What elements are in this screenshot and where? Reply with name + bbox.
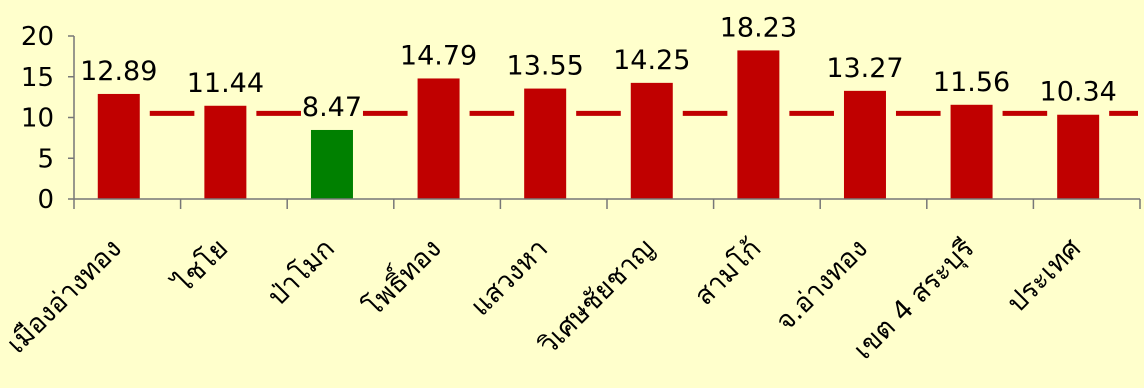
bar [630, 82, 673, 199]
bar [524, 88, 567, 199]
data-label: 14.79 [400, 40, 477, 71]
data-label: 13.55 [507, 51, 584, 82]
category-label: ไชโย [167, 233, 234, 300]
data-label: 14.25 [613, 45, 690, 76]
bar [1057, 114, 1100, 199]
bar [204, 105, 247, 199]
category-label: เมืองอ่างทอง [1, 233, 128, 360]
data-label: 18.23 [720, 12, 797, 43]
y-tick-label: 0 [37, 185, 54, 215]
category-label: แสวงหา [465, 233, 554, 322]
data-label: 10.34 [1040, 77, 1117, 108]
y-tick-label: 10 [21, 104, 54, 134]
bar-series [97, 50, 1100, 199]
bar [737, 50, 780, 199]
category-label: จ.อ่างทอง [770, 233, 874, 337]
bar [843, 90, 886, 199]
data-label: 11.44 [187, 68, 264, 99]
category-label: โพธิ์ทอง [354, 229, 447, 322]
category-labels: เมืองอ่างทอง ไชโย ป่าโมก โพธิ์ทอง แสวงหาวิเศ… [1, 229, 1087, 366]
data-label: 13.27 [826, 53, 903, 84]
axes: 0 5 10 15 20 [21, 22, 1141, 215]
data-label: 8.47 [302, 92, 362, 123]
bar [310, 129, 353, 199]
y-tick-label: 5 [37, 144, 54, 174]
category-label: ป่าโมก [262, 233, 341, 312]
data-label: 12.89 [80, 56, 157, 87]
category-label: ประเทศ [1001, 233, 1087, 319]
category-label: วิเศษชัยชาญ [533, 233, 661, 361]
data-label: 11.56 [933, 67, 1010, 98]
data-labels: 12.89 11.44 8.47 14.79 13.55 14.25 18.23 13.27 1… [80, 12, 1117, 123]
bar [97, 93, 140, 199]
category-label: สามโก้ [689, 233, 768, 312]
y-tick-label: 15 [21, 63, 54, 93]
y-tick-label: 20 [21, 22, 54, 52]
bar [950, 104, 993, 199]
bar [417, 78, 460, 199]
